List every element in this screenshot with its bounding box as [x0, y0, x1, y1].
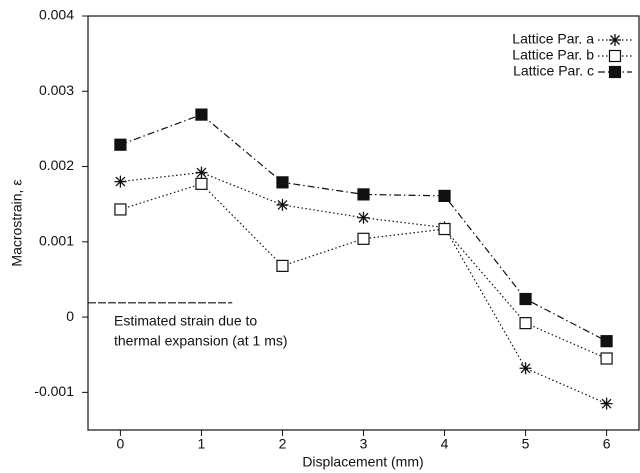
- marker: [519, 292, 532, 306]
- x-tick-label: 6: [603, 436, 611, 452]
- legend-marker: [608, 49, 622, 63]
- legend-marker: [609, 34, 621, 46]
- legend-label: Lattice Par. b: [512, 47, 594, 63]
- marker: [114, 138, 127, 151]
- series-line: [120, 113, 607, 342]
- marker: [519, 317, 532, 330]
- y-tick-label: 0.002: [39, 157, 74, 173]
- y-tick-label: 0: [66, 308, 74, 324]
- y-tick-label: -0.001: [34, 383, 74, 399]
- x-axis-label: Displacement (mm): [302, 454, 423, 470]
- x-tick-label: 0: [117, 436, 125, 452]
- marker: [195, 177, 208, 190]
- series-line: [120, 171, 607, 405]
- x-tick-label: 3: [360, 436, 368, 452]
- legend-label: Lattice Par. a: [512, 31, 594, 47]
- marker: [276, 176, 289, 189]
- x-tick-label: 5: [522, 436, 530, 452]
- annotation: Estimated strain due to: [114, 313, 257, 329]
- marker: [519, 362, 532, 375]
- annotation: thermal expansion (at 1 ms): [114, 333, 288, 349]
- marker: [600, 397, 613, 410]
- marker: [438, 189, 451, 203]
- marker: [438, 222, 451, 236]
- y-tick-label: 0.001: [39, 233, 74, 249]
- y-tick-label: 0.003: [39, 82, 74, 98]
- y-axis-label: Macrostrain, ε: [9, 179, 25, 266]
- marker: [195, 166, 208, 179]
- marker: [357, 211, 370, 224]
- marker: [357, 188, 370, 201]
- marker: [195, 108, 208, 121]
- x-tick-label: 4: [441, 436, 449, 452]
- x-tick-label: 2: [279, 436, 287, 452]
- marker: [114, 203, 127, 216]
- legend-label: Lattice Par. c: [513, 63, 594, 79]
- legend-marker: [608, 65, 622, 79]
- marker: [276, 259, 289, 273]
- marker: [600, 335, 613, 348]
- marker: [357, 232, 370, 245]
- marker: [276, 198, 289, 211]
- marker: [600, 352, 613, 365]
- marker: [114, 175, 127, 188]
- x-tick-label: 1: [198, 436, 206, 452]
- y-tick-label: 0.004: [39, 7, 74, 23]
